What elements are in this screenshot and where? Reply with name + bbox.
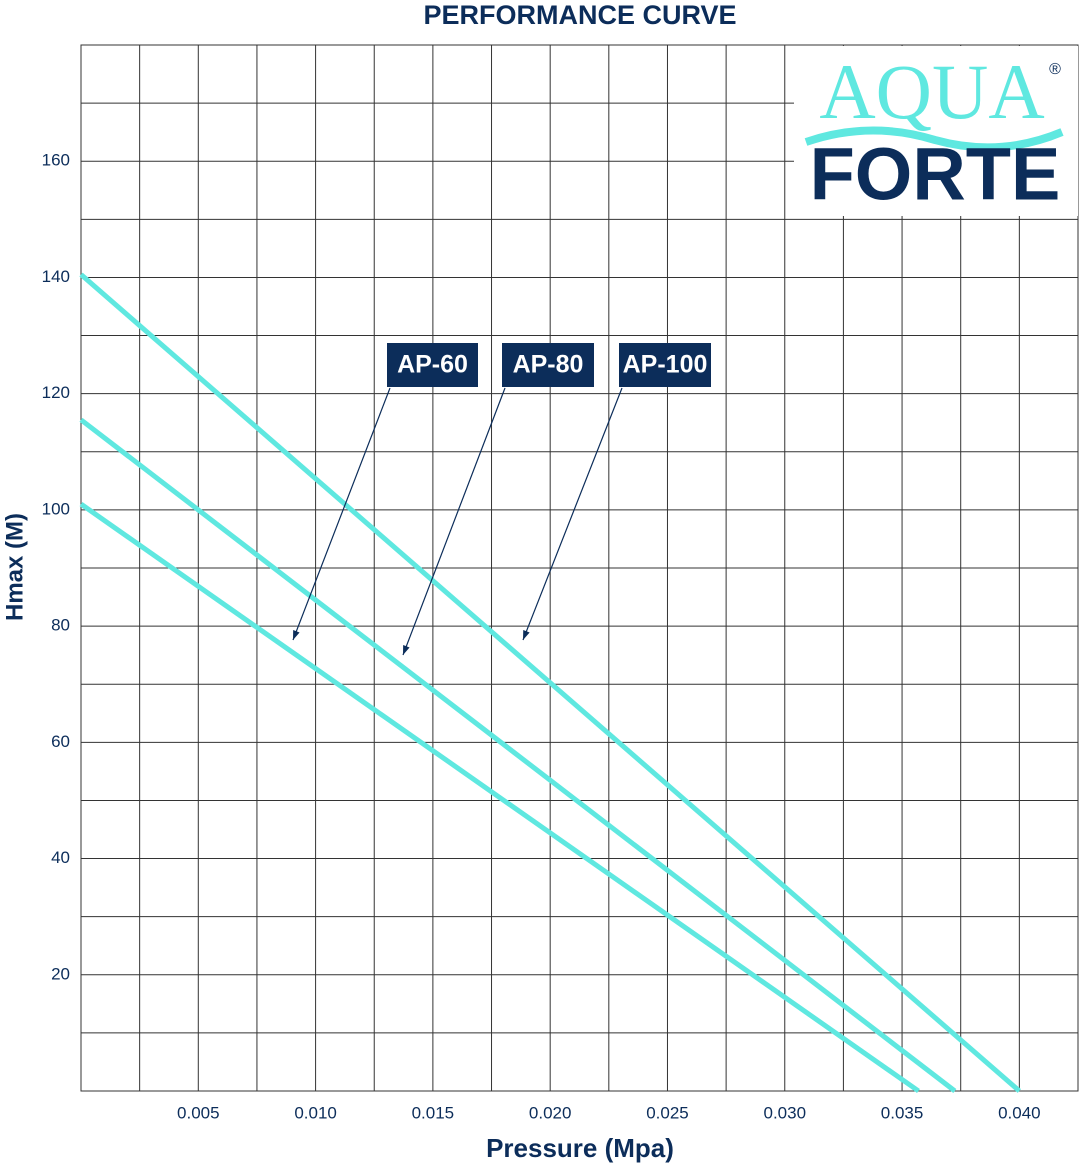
y-tick-label: 40 bbox=[51, 848, 70, 867]
x-tick-label: 0.025 bbox=[646, 1103, 689, 1122]
legend-label: AP-80 bbox=[513, 351, 584, 379]
grid bbox=[80, 44, 1079, 1092]
legend-arrow bbox=[522, 387, 623, 641]
logo-bottom: FORTE bbox=[810, 133, 1061, 216]
x-tick-label: 0.020 bbox=[529, 1103, 572, 1122]
logo-top: AQUA bbox=[819, 48, 1044, 135]
legend-box bbox=[619, 343, 711, 387]
legend: AP-60 AP-80 AP-100 bbox=[292, 343, 711, 656]
y-tick-label: 120 bbox=[42, 383, 70, 402]
series-line bbox=[79, 272, 1021, 1093]
chart-title: PERFORMANCE CURVE bbox=[423, 0, 736, 30]
y-tick-label: 80 bbox=[51, 616, 70, 635]
series-line bbox=[79, 502, 920, 1094]
y-tick-label: 20 bbox=[51, 964, 70, 983]
x-tick-label: 0.040 bbox=[998, 1103, 1041, 1122]
logo-registered: ® bbox=[1049, 61, 1061, 78]
x-tick-label: 0.035 bbox=[881, 1103, 924, 1122]
arrow-head bbox=[403, 645, 410, 655]
arrow-head bbox=[293, 630, 300, 640]
arrow-head bbox=[523, 630, 530, 640]
x-tick-label: 0.005 bbox=[177, 1103, 220, 1122]
y-axis-label: Hmax (M) bbox=[1, 513, 28, 621]
y-tick-label: 60 bbox=[51, 732, 70, 751]
legend-box bbox=[387, 343, 478, 387]
y-tick-label: 140 bbox=[42, 267, 70, 286]
legend-label: AP-100 bbox=[623, 351, 708, 379]
lines bbox=[79, 272, 1021, 1094]
series-line bbox=[79, 417, 957, 1093]
plot-frame bbox=[80, 44, 1079, 1092]
x-axis-label: Pressure (Mpa) bbox=[486, 1133, 674, 1163]
y-tick-label: 160 bbox=[42, 151, 70, 170]
legend-arrow bbox=[292, 387, 391, 641]
x-tick-label: 0.015 bbox=[412, 1103, 455, 1122]
legend-arrow bbox=[402, 387, 506, 656]
logo-wave bbox=[804, 126, 1064, 152]
legend-box bbox=[502, 343, 594, 387]
y-tick-label: 100 bbox=[42, 499, 70, 518]
x-tick-label: 0.010 bbox=[294, 1103, 337, 1122]
logo: AQUA FORTE ® bbox=[794, 46, 1078, 216]
legend-label: AP-60 bbox=[397, 351, 468, 379]
x-tick-label: 0.030 bbox=[763, 1103, 806, 1122]
